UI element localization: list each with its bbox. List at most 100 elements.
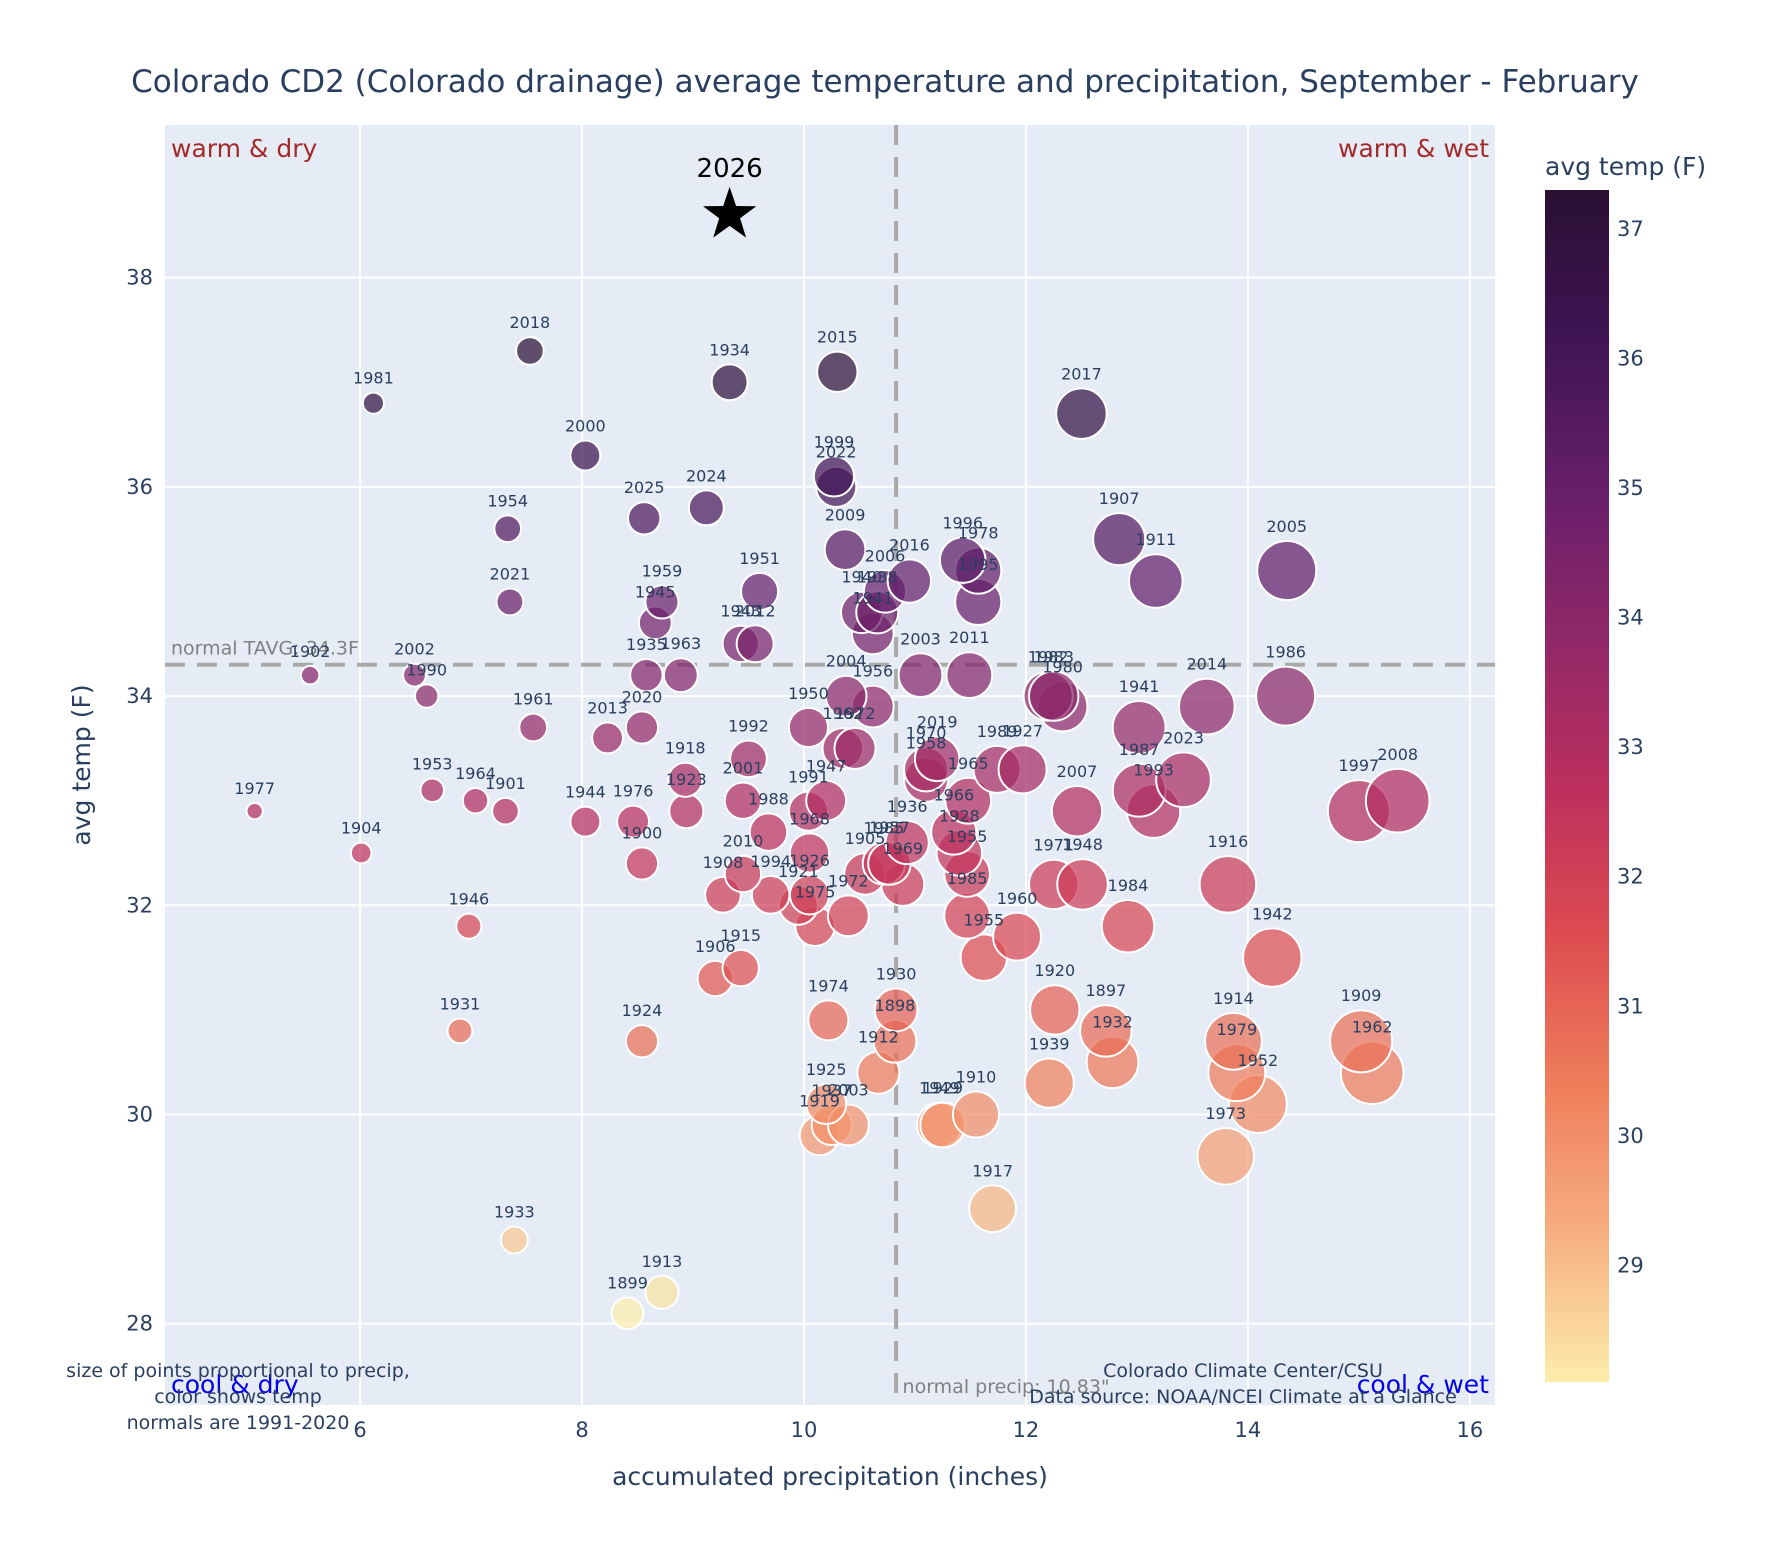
point-1934 [710, 363, 749, 402]
normal-precip-label: normal precip: 10.83" [903, 1376, 1110, 1398]
point-1972 [833, 726, 877, 770]
point-1942 [1242, 927, 1303, 988]
point-label: 1928 [939, 806, 980, 825]
point-label: 1982 [1028, 648, 1069, 667]
note-source: Data source: NOAA/NCEI Climate at a Glan… [1029, 1386, 1457, 1408]
point-label: 1981 [353, 369, 394, 388]
footnotes: size of points proportional to precip, c… [66, 1360, 1457, 1434]
point-label: 1961 [513, 690, 554, 709]
point-label: 1956 [852, 662, 893, 681]
point-1984 [1100, 899, 1156, 954]
point-label: 2022 [816, 443, 857, 462]
point-label: 1993 [1133, 760, 1174, 779]
point-1935 [629, 657, 664, 693]
point-2001 [723, 781, 763, 820]
highlight-2026: 2026 [697, 154, 763, 238]
point-1925 [805, 1083, 848, 1126]
point-label: 1951 [739, 549, 780, 568]
point-label: 1935 [626, 635, 667, 654]
point-1916 [1198, 855, 1258, 914]
point-label: 1978 [958, 523, 999, 542]
point-1986 [1255, 665, 1317, 727]
point-1990 [413, 683, 440, 709]
point-label: 1987 [1119, 740, 1160, 759]
point-label: 1910 [956, 1067, 997, 1086]
point-label: 2001 [723, 758, 764, 777]
point-label: 1920 [1034, 961, 1075, 980]
point-1992 [729, 739, 768, 779]
point-2019 [913, 735, 961, 783]
point-label: 1965 [948, 754, 989, 773]
point-label: 2008 [1377, 745, 1418, 764]
point-label: 1992 [728, 717, 769, 736]
chart-title: Colorado CD2 (Colorado drainage) average… [131, 64, 1639, 100]
point-label: 1926 [789, 851, 830, 870]
colorbar-tick-label: 34 [1617, 606, 1644, 630]
point-2018 [515, 336, 545, 366]
point-2008 [1364, 767, 1431, 834]
point-label: 1907 [1099, 489, 1140, 508]
point-label: 1971 [1033, 836, 1074, 855]
point-2025 [626, 501, 662, 536]
colorbar-tick-label: 32 [1617, 865, 1644, 889]
point-label: 1950 [788, 684, 829, 703]
point-label: 1929 [922, 1079, 963, 1098]
point-label: 1985 [864, 818, 905, 837]
point-1972 [826, 894, 870, 938]
point-1946 [455, 912, 483, 940]
point-2010 [723, 854, 763, 894]
colorbar-tick-label: 31 [1617, 994, 1644, 1018]
y-tick-label: 30 [126, 1103, 153, 1127]
star-icon [703, 186, 757, 238]
point-label: 1940 [841, 568, 882, 587]
colorbar-ticks: 29 30 31 32 33 34 35 36 37 [1617, 217, 1644, 1278]
point-label: 1970 [906, 723, 947, 742]
colorbar-tick-label: 30 [1617, 1124, 1644, 1148]
point-label: 1946 [448, 890, 489, 909]
point-label: 1941 [1119, 677, 1160, 696]
point-label: 1915 [720, 926, 761, 945]
point-1963 [662, 657, 699, 694]
point-label: 1902 [290, 642, 331, 661]
point-label: 1916 [1208, 832, 1249, 851]
point-1926 [788, 874, 831, 916]
point-2020 [624, 710, 660, 745]
point-label: 2010 [723, 832, 764, 851]
point-2007 [1050, 785, 1104, 838]
quadrant-label-cool-wet: cool & wet [1357, 1370, 1489, 1399]
point-label: 1952 [1238, 1051, 1279, 1070]
point-label: 2007 [1057, 762, 1098, 781]
point-label: 1945 [635, 582, 676, 601]
colorbar-gradient [1545, 190, 1609, 1382]
colorbar-title: avg temp (F) [1545, 152, 1706, 181]
point-label: 1933 [494, 1203, 535, 1222]
point-label: 1976 [613, 782, 654, 801]
point-2023 [1155, 751, 1212, 809]
point-label: 1957 [869, 818, 910, 837]
point-label: 1974 [808, 976, 849, 995]
point-label: 1899 [607, 1273, 648, 1292]
point-1960 [992, 911, 1042, 962]
point-label: 1979 [1216, 1020, 1257, 1039]
point-label: 1969 [882, 839, 923, 858]
point-2017 [1055, 387, 1108, 440]
colorbar-tick-label: 36 [1617, 346, 1644, 370]
point-label: 1939 [1029, 1035, 1070, 1054]
point-1911 [1127, 553, 1184, 609]
x-tick-label: 10 [791, 1418, 818, 1442]
point-label: 1909 [1341, 986, 1382, 1005]
point-label: 1975 [795, 882, 836, 901]
point-1936 [884, 819, 930, 866]
point-label: 1966 [933, 785, 974, 804]
point-2024 [687, 489, 725, 527]
point-2004 [824, 674, 868, 718]
y-tick-label: 36 [126, 475, 153, 499]
point-label: 1937 [811, 1081, 852, 1100]
point-label: 2012 [735, 601, 776, 620]
point-1917 [968, 1184, 1018, 1234]
point-label: 1942 [1252, 904, 1293, 923]
point-label: 1904 [341, 819, 382, 838]
point-label: 1986 [1265, 643, 1306, 662]
point-1950 [787, 706, 830, 749]
point-1930 [873, 987, 919, 1033]
